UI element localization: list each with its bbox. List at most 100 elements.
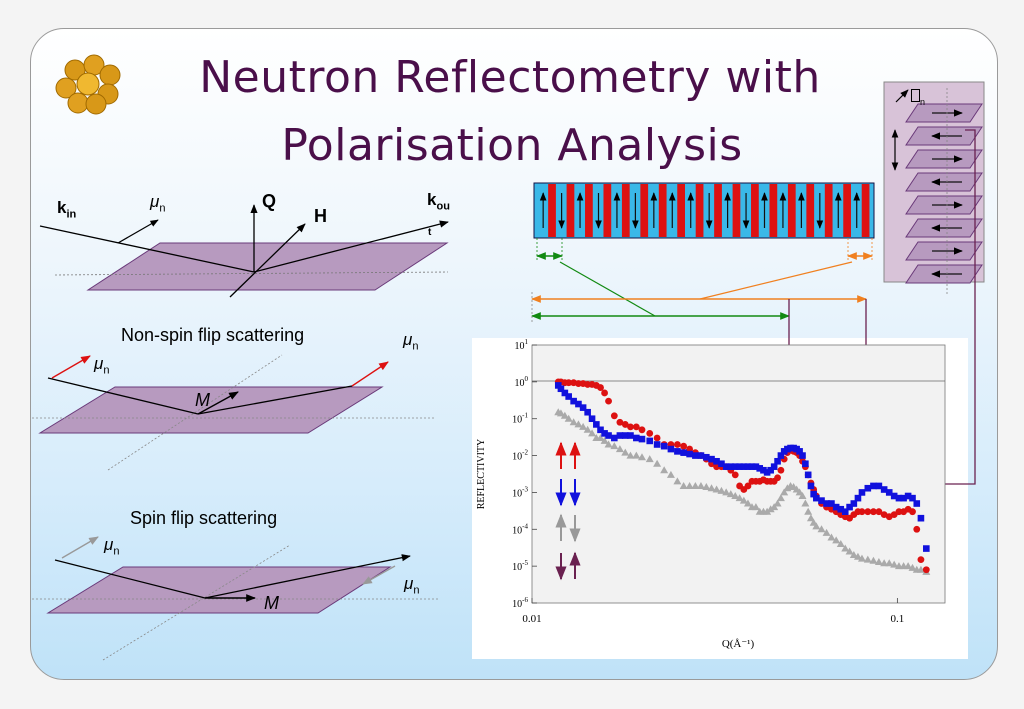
data-point	[922, 566, 930, 574]
data-point	[804, 507, 813, 515]
data-point	[638, 426, 646, 434]
data-point	[583, 425, 592, 433]
data-point	[597, 384, 604, 391]
data-point	[673, 441, 681, 448]
data-point	[621, 432, 629, 439]
data-point	[731, 471, 739, 479]
data-point	[869, 556, 878, 564]
data-point	[870, 482, 877, 490]
data-point	[584, 408, 591, 416]
legend-down-down	[555, 479, 581, 507]
data-point	[923, 545, 930, 552]
data-point	[763, 469, 771, 476]
data-point	[707, 484, 716, 492]
data-point	[736, 463, 743, 470]
magnetic-layer	[658, 184, 667, 237]
data-point	[841, 544, 850, 552]
data-point	[743, 499, 752, 507]
data-point	[554, 382, 562, 389]
data-point	[588, 429, 597, 437]
data-point	[691, 481, 700, 489]
data-point	[600, 436, 609, 444]
data-point	[717, 486, 726, 494]
data-point	[836, 539, 845, 547]
data-point	[909, 494, 916, 502]
data-point	[579, 404, 587, 411]
magnetic-layer	[603, 184, 612, 237]
data-point	[646, 437, 654, 445]
data-point	[817, 525, 826, 533]
data-point	[874, 557, 883, 565]
data-point	[560, 411, 569, 419]
data-point	[763, 507, 772, 515]
data-point	[703, 453, 710, 461]
data-point	[760, 466, 767, 474]
data-point	[744, 463, 752, 470]
data-point	[653, 459, 662, 467]
y-axis-label: REFLECTIVITY	[476, 439, 487, 510]
magnetic-layer	[806, 184, 815, 237]
data-point	[832, 503, 840, 511]
data-point	[777, 466, 785, 474]
data-point	[696, 481, 705, 489]
data-point	[637, 453, 646, 461]
data-point	[774, 474, 781, 482]
data-point	[875, 508, 883, 516]
sf-mu-in-label: μn	[104, 535, 120, 558]
data-point	[801, 499, 810, 507]
data-point	[575, 380, 582, 387]
y-tick-label: 10-1	[512, 412, 528, 426]
data-point	[702, 483, 711, 491]
data-point	[621, 421, 629, 428]
y-tick-label: 10-2	[512, 449, 528, 463]
data-point	[823, 500, 830, 507]
data-point	[913, 525, 921, 533]
sf-mu-out-label: μn	[404, 574, 420, 597]
data-point	[645, 455, 654, 463]
data-point	[666, 470, 675, 478]
data-point	[605, 397, 612, 405]
data-point	[827, 533, 836, 541]
data-point	[686, 450, 693, 458]
h-label: H	[314, 206, 327, 226]
data-point	[564, 414, 573, 422]
data-point	[813, 494, 820, 502]
data-point	[846, 503, 853, 511]
magnetic-layer	[677, 184, 686, 237]
multilayer-stack	[533, 182, 875, 239]
data-point	[832, 536, 841, 544]
y-tick-label: 10-3	[512, 485, 528, 499]
data-point	[601, 389, 608, 397]
data-point	[875, 482, 883, 490]
data-point	[900, 494, 907, 502]
y-tick-label: 101	[515, 338, 529, 352]
data-point	[616, 432, 624, 439]
data-point	[593, 421, 600, 428]
data-point	[885, 559, 894, 567]
data-point	[885, 489, 893, 496]
data-point	[731, 463, 739, 470]
data-point	[565, 393, 572, 400]
sf-m-label: M	[264, 593, 279, 613]
data-point	[727, 463, 735, 470]
legend-down-up	[555, 551, 581, 581]
y-tick-label: 10-5	[512, 559, 528, 573]
mu-in-arrow	[61, 536, 99, 559]
data-point	[822, 528, 831, 536]
data-point	[680, 442, 688, 450]
magnetic-layer	[585, 184, 593, 237]
magnetic-layer	[566, 184, 575, 237]
data-point	[841, 508, 849, 516]
magnetic-layer	[824, 184, 833, 237]
domain-stack-panel	[883, 81, 985, 295]
reflectivity-chart: 101 100 10-1 10-2 10-3 10-4 10-5 10-6 0.01 0.1 R…	[476, 338, 946, 650]
data-point	[890, 560, 899, 568]
data-point	[890, 492, 898, 500]
data-point	[731, 492, 740, 500]
nsf-m-label: M	[195, 390, 210, 410]
data-point	[796, 448, 803, 455]
series-spin-flip	[554, 408, 931, 575]
data-point	[674, 448, 681, 455]
data-point	[895, 508, 903, 516]
